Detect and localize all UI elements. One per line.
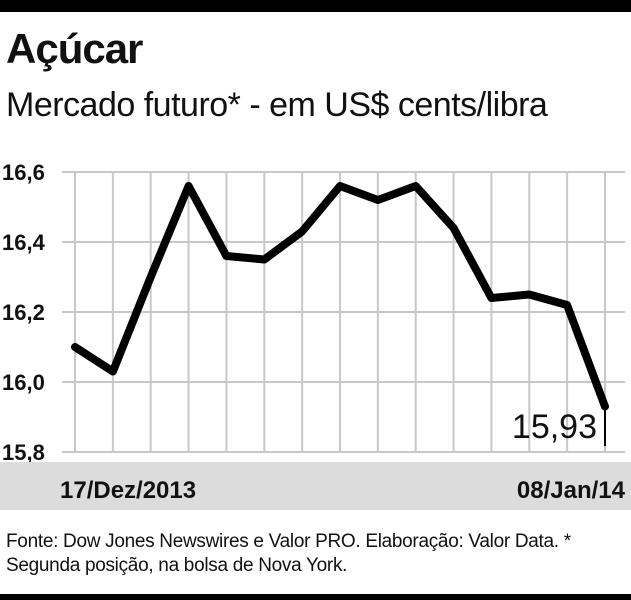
- line-chart: 16,6 16,4 16,2 16,0 15,8 17/Dez/2013 08/Jan/…: [0, 160, 631, 510]
- y-tick-label: 16,6: [2, 160, 45, 185]
- bottom-rule: [0, 594, 631, 600]
- y-tick-label: 16,4: [2, 230, 46, 255]
- grid: [62, 171, 625, 453]
- price-line: [71, 182, 609, 411]
- chart-subtitle: Mercado futuro* - em US$ cents/libra: [6, 86, 548, 124]
- x-axis-band: [0, 462, 631, 510]
- y-tick-label: 15,8: [2, 440, 45, 465]
- chart-title: Açúcar: [6, 25, 143, 72]
- x-end-label: 08/Jan/14: [517, 477, 626, 504]
- y-tick-label: 16,0: [2, 370, 45, 395]
- x-start-label: 17/Dez/2013: [60, 477, 196, 504]
- y-axis: 16,6 16,4 16,2 16,0 15,8: [2, 160, 46, 465]
- last-value-label: 15,93: [512, 408, 597, 446]
- source-note: Fonte: Dow Jones Newswires e Valor PRO. …: [6, 531, 571, 576]
- top-rule: [0, 0, 631, 12]
- y-tick-label: 16,2: [2, 300, 45, 325]
